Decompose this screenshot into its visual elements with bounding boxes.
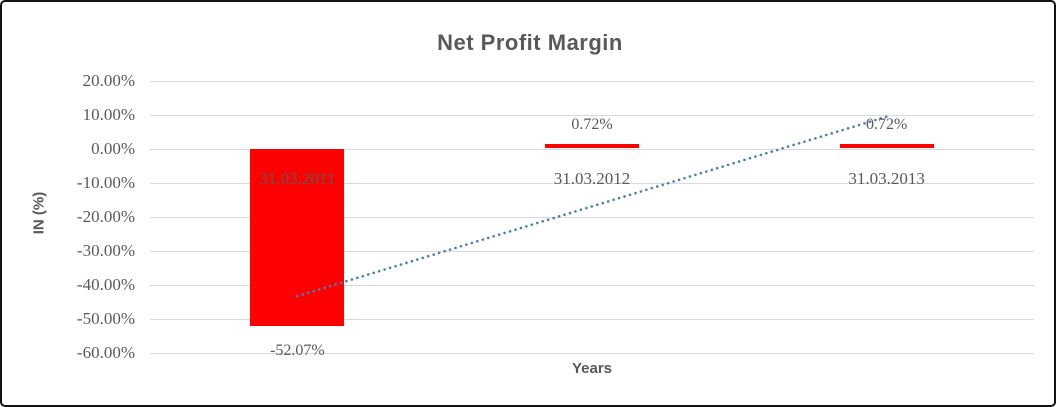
y-tick-label: 0.00% [91, 139, 135, 158]
data-label: -52.07% [270, 342, 325, 360]
bar-31-03-2012 [545, 144, 639, 148]
category-label: 31.03.2012 [553, 169, 631, 188]
gridline [150, 114, 1034, 116]
gridline [150, 250, 1034, 252]
gridline [150, 318, 1034, 320]
chart-title: Net Profit Margin [437, 30, 623, 55]
y-tick-label: -60.00% [76, 343, 135, 362]
gridline [150, 284, 1034, 286]
y-tick-label: -40.00% [76, 275, 135, 294]
gridline [150, 216, 1034, 218]
y-tick-label: -10.00% [76, 173, 135, 192]
y-tick-label: -20.00% [76, 207, 135, 226]
gridline [150, 182, 1034, 184]
trendline-segment [296, 115, 888, 298]
y-tick-label: 10.00% [82, 105, 135, 124]
data-label: 0.72% [865, 116, 908, 133]
gridline [150, 352, 1034, 354]
gridline [150, 148, 1034, 150]
bar-31-03-2013 [839, 144, 934, 148]
data-label: 0.72% [571, 116, 613, 133]
category-label: 31.03.2011 [259, 169, 336, 188]
category-label: 31.03.2013 [848, 169, 925, 188]
y-tick-label: -30.00% [76, 241, 135, 260]
x-axis-title: Years [571, 360, 613, 377]
y-tick-label: -50.00% [76, 309, 135, 328]
y-tick-label: 20.00% [82, 71, 135, 90]
gridline [150, 80, 1034, 82]
